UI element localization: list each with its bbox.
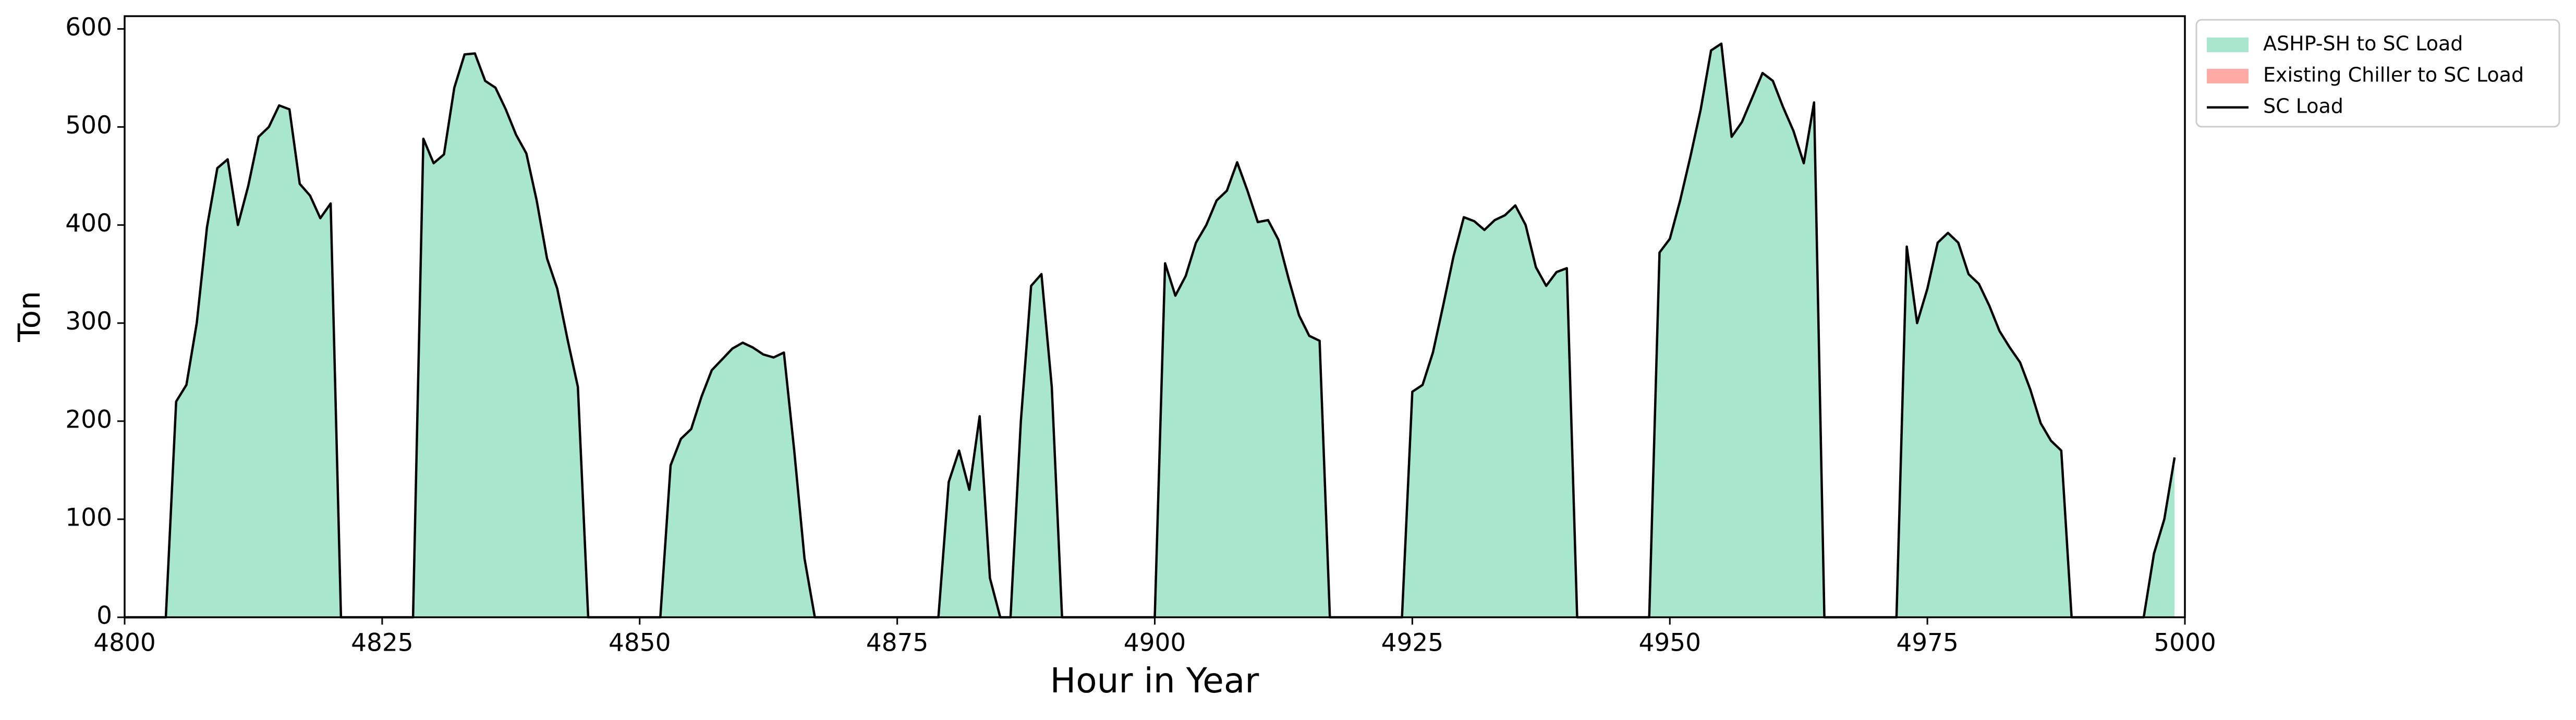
x-tick-label: 4825 bbox=[351, 629, 414, 657]
y-tick-label: 500 bbox=[65, 111, 112, 140]
legend-swatch bbox=[2207, 69, 2249, 83]
x-tick-label: 4975 bbox=[1896, 629, 1959, 657]
y-tick-label: 400 bbox=[65, 209, 112, 238]
x-tick-label: 4850 bbox=[609, 629, 671, 657]
legend-swatch bbox=[2207, 38, 2249, 52]
area bbox=[125, 43, 2175, 618]
x-tick-label: 4925 bbox=[1381, 629, 1444, 657]
x-axis-label: Hour in Year bbox=[1050, 661, 1260, 701]
y-tick-label: 200 bbox=[65, 405, 112, 434]
y-axis-label: Ton bbox=[11, 291, 47, 343]
x-tick-label: 4800 bbox=[93, 629, 156, 657]
legend-box bbox=[2195, 19, 2560, 128]
legend-label: SC Load bbox=[2263, 95, 2343, 118]
legend-label: ASHP-SH to SC Load bbox=[2263, 32, 2463, 55]
legend-label: Existing Chiller to SC Load bbox=[2263, 64, 2524, 87]
x-tick-label: 4900 bbox=[1124, 629, 1186, 657]
y-tick-label: 0 bbox=[96, 602, 112, 630]
x-tick-label: 4950 bbox=[1638, 629, 1701, 657]
x-tick-label: 4875 bbox=[866, 629, 929, 657]
x-tick-label: 5000 bbox=[2154, 629, 2216, 657]
y-tick-label: 300 bbox=[65, 307, 112, 336]
y-tick-label: 100 bbox=[65, 503, 112, 532]
y-tick-label: 600 bbox=[65, 13, 112, 42]
